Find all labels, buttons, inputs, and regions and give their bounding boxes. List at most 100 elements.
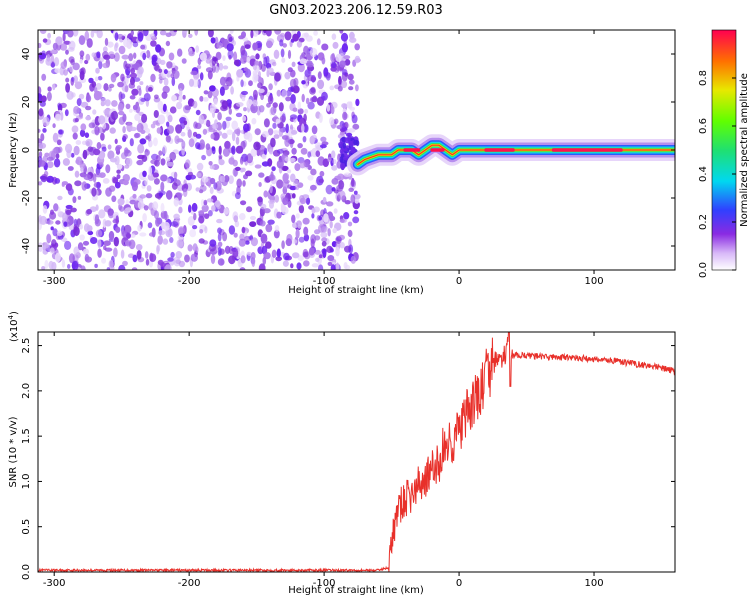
spectrogram-cell — [163, 221, 170, 231]
spectrogram-cell — [115, 226, 121, 233]
spectrogram-cell — [305, 197, 311, 205]
spectrogram-cell — [343, 55, 351, 60]
spectrogram-cell — [321, 56, 326, 65]
spectrogram-cell — [325, 184, 333, 195]
spectrogram-cell — [288, 128, 293, 138]
spectrogram-cell — [83, 248, 89, 255]
spectrogram-cell — [291, 61, 296, 67]
spectrogram-cell — [303, 113, 307, 122]
spectrogram-cell — [351, 177, 355, 187]
y-tick-label: 2.5 — [21, 338, 32, 354]
spectrogram-cell — [193, 212, 197, 221]
spectrogram-cell — [331, 150, 336, 159]
spectrogram-cell — [246, 206, 253, 213]
spectrogram-cell — [275, 256, 283, 262]
y-tick-label: 1.0 — [21, 473, 32, 489]
spectrogram-cell — [243, 67, 248, 72]
spectrogram-cell — [353, 190, 358, 195]
spectrogram-cell — [281, 57, 286, 63]
spectrogram-cell — [103, 109, 110, 115]
spectrogram-cell — [321, 43, 329, 51]
y-tick-label: -40 — [21, 238, 32, 254]
spectrogram-cell — [97, 248, 102, 258]
spectrogram-cell — [157, 235, 163, 245]
spectrogram-cell — [233, 215, 239, 223]
spectrogram-cell — [318, 254, 323, 259]
colorbar-tick-label: 0.0 — [698, 262, 709, 278]
y-tick-label: 40 — [21, 48, 32, 61]
spectrogram-cell — [252, 99, 258, 107]
spectrogram-cell — [44, 152, 50, 157]
spectrogram-cell — [133, 133, 140, 139]
spectrogram-cell — [38, 108, 44, 117]
spectrogram-cell — [227, 49, 234, 59]
spectrogram-cell — [115, 42, 119, 48]
y-tick-label: 0 — [21, 147, 32, 153]
spectrogram-cell — [44, 259, 49, 269]
spectrogram-cell — [116, 163, 123, 170]
spectrogram-cell — [156, 127, 162, 134]
spectrogram-cell — [96, 51, 101, 59]
spectrogram-cell — [297, 101, 301, 110]
spectrogram-cell — [187, 216, 195, 226]
spectrogram-cell — [303, 234, 310, 242]
spectrogram-cell — [157, 100, 164, 111]
spectrogram-cell — [343, 262, 348, 269]
spectrogram-cell — [144, 149, 150, 156]
spectrogram-cell — [40, 30, 47, 34]
spectrogram-cell — [350, 147, 356, 153]
spectrogram-cell — [233, 51, 238, 62]
spectrogram-cell — [242, 115, 247, 122]
spectrogram-cell — [108, 230, 115, 241]
spectrogram-cell — [211, 146, 216, 155]
spectrogram-cell — [102, 178, 110, 184]
spectrogram-cell — [240, 200, 247, 206]
spectrogram-cell — [354, 43, 361, 51]
spectrogram-cell — [207, 30, 214, 38]
spectrogram-cell — [166, 121, 170, 127]
spectrogram-cell — [42, 205, 48, 214]
spectrogram-cell — [128, 239, 136, 250]
spectrogram-cell — [173, 197, 179, 207]
spectrogram-cell — [282, 173, 289, 183]
spectrogram-cell — [108, 83, 115, 88]
spectrogram-cell — [118, 110, 125, 116]
spectrogram-cell — [122, 260, 128, 266]
spectrogram-cell — [327, 261, 333, 266]
x-tick-label: -100 — [313, 578, 336, 589]
spectrogram-cell — [56, 230, 63, 237]
y-tick-label: 0.0 — [21, 564, 32, 580]
spectrogram-cell — [111, 195, 117, 203]
spectrogram-cell — [140, 44, 146, 50]
spectrogram-cell — [240, 158, 245, 163]
spectrogram-cell — [198, 114, 205, 125]
spectrogram-cell — [54, 68, 61, 74]
spectrogram-cell — [205, 143, 211, 151]
spectrogram-cell — [289, 114, 298, 120]
spectrogram-cell — [271, 249, 277, 258]
spectrogram-cell — [333, 208, 338, 214]
spectrogram-cell — [124, 164, 130, 169]
spectrogram-cell — [158, 150, 163, 156]
spectrogram-cell — [47, 32, 51, 39]
spectrogram-cell — [252, 42, 258, 51]
spectrogram-cell — [52, 83, 56, 91]
spectrogram-cell — [329, 85, 335, 91]
spectrogram-cell — [166, 125, 174, 134]
spectrogram-cell — [303, 226, 309, 236]
spectrogram-cell — [85, 53, 91, 62]
spectrogram-cell — [113, 236, 120, 247]
spectrogram-cell — [148, 86, 153, 92]
spectrogram-cell — [257, 82, 263, 89]
spectrogram-cell — [178, 206, 183, 214]
spectrogram-cell — [185, 159, 191, 169]
spectrogram-cell — [203, 90, 209, 95]
spectrogram-cell — [287, 184, 292, 189]
spectrogram-cell — [218, 62, 224, 71]
spectrogram-cell — [114, 181, 121, 189]
spectrogram-cell — [353, 210, 359, 215]
spectrogram-cell — [174, 135, 180, 145]
spectrogram-cell — [117, 102, 124, 112]
spectrogram-cell — [159, 30, 167, 36]
spectrogram-cell — [226, 43, 234, 52]
